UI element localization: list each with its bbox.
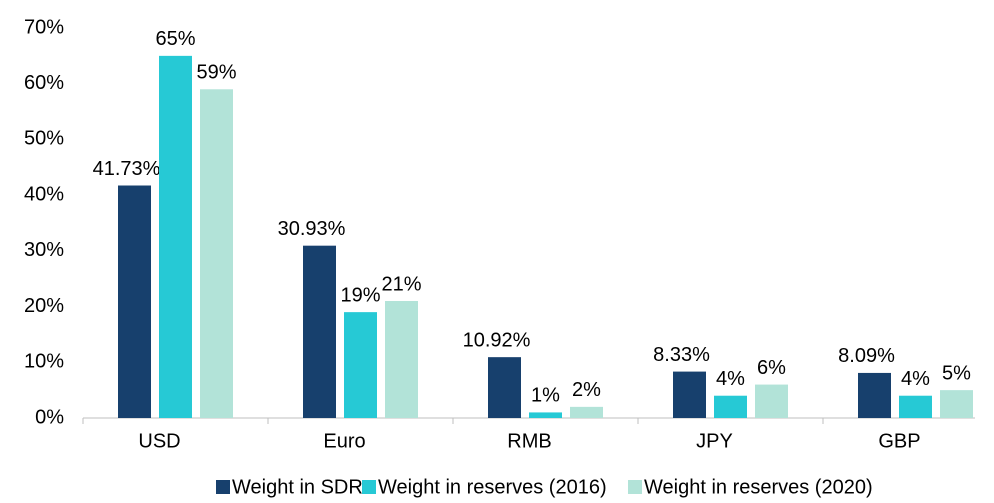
bar [940,390,973,418]
bar [899,395,932,418]
data-label: 1% [531,385,560,407]
data-label: 10.92% [463,329,531,351]
data-label: 5% [942,362,971,384]
y-tick-label: 70% [24,16,64,38]
data-label: 65% [155,28,195,50]
data-label: 4% [901,368,930,390]
data-label: 8.33% [653,344,710,366]
legend-swatch [628,480,642,494]
y-tick-label: 50% [24,128,64,150]
legend-label: Weight in reserves (2020) [644,476,873,498]
bar [755,384,788,418]
y-tick-label: 10% [24,351,64,373]
data-label: 8.09% [838,345,895,367]
data-label: 4% [716,368,745,390]
bar [159,55,192,418]
y-tick-label: 60% [24,72,64,94]
x-tick-label: GBP [878,430,920,452]
data-label: 19% [340,284,380,306]
x-tick-label: USD [138,430,180,452]
legend-swatch [362,480,376,494]
bar [529,412,562,418]
data-label: 59% [196,62,236,84]
data-label: 41.73% [93,158,161,180]
x-tick-label: JPY [696,430,733,452]
data-label: 21% [381,273,421,295]
x-tick-label: RMB [507,430,551,452]
y-tick-label: 30% [24,239,64,261]
data-label: 30.93% [278,218,346,240]
bar [200,89,233,419]
legend-label: Weight in SDR [232,476,363,498]
data-label: 2% [572,379,601,401]
y-tick-label: 20% [24,295,64,317]
data-label: 6% [757,357,786,379]
bar [673,371,706,418]
x-tick-label: Euro [323,430,365,452]
bar [303,245,336,418]
bar [385,301,418,418]
bar [858,372,891,418]
bar [344,312,377,418]
bar [714,395,747,418]
bar [488,357,521,418]
legend-swatch [216,480,230,494]
bar [118,185,151,418]
bar [570,406,603,418]
legend-label: Weight in reserves (2016) [378,476,607,498]
y-tick-label: 0% [35,406,64,428]
y-tick-label: 40% [24,183,64,205]
